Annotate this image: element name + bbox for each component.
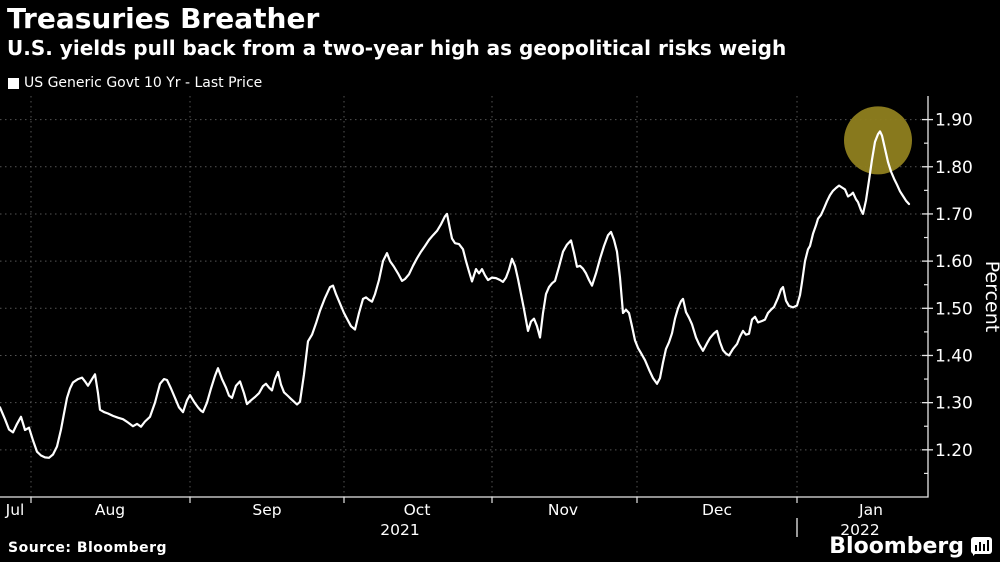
y-tick-label: 1.20 — [935, 441, 973, 461]
y-tick-label: 1.90 — [935, 111, 973, 131]
series-line — [0, 130, 911, 459]
series-marker-icon — [8, 77, 19, 89]
highlight-circle — [844, 106, 912, 175]
bloomberg-logo-text: Bloomberg — [829, 534, 964, 559]
x-month-label: Aug — [95, 501, 125, 519]
y-tick-label: 1.30 — [935, 394, 973, 414]
bloomberg-logo-icon — [971, 537, 992, 556]
source-text: Source: Bloomberg — [8, 540, 168, 556]
x-month-label: Jan — [858, 501, 883, 519]
y-tick-label: 1.50 — [935, 299, 973, 319]
y-tick-label: 1.80 — [935, 158, 973, 178]
x-month-label: Jul — [5, 501, 25, 519]
x-year-label: 2022 — [840, 521, 879, 539]
x-month-label: Nov — [548, 501, 578, 519]
x-month-label: Sep — [252, 501, 281, 519]
chart-subtitle: U.S. yields pull back from a two-year hi… — [7, 36, 787, 60]
legend-label: US Generic Govt 10 Yr - Last Price — [24, 75, 263, 91]
chart-title: Treasuries Breather — [7, 2, 320, 35]
legend: US Generic Govt 10 Yr - Last Price — [8, 75, 262, 91]
axis-frame — [0, 96, 929, 498]
bloomberg-logo: Bloomberg — [829, 534, 992, 559]
x-month-label: Oct — [404, 501, 431, 519]
x-month-label: Dec — [702, 501, 732, 519]
y-tick-label: 1.70 — [935, 205, 973, 225]
y-axis-title: Percent — [981, 261, 1000, 333]
x-year-label: 2021 — [380, 521, 419, 539]
y-tick-label: 1.40 — [935, 346, 973, 366]
y-tick-label: 1.60 — [935, 252, 973, 272]
